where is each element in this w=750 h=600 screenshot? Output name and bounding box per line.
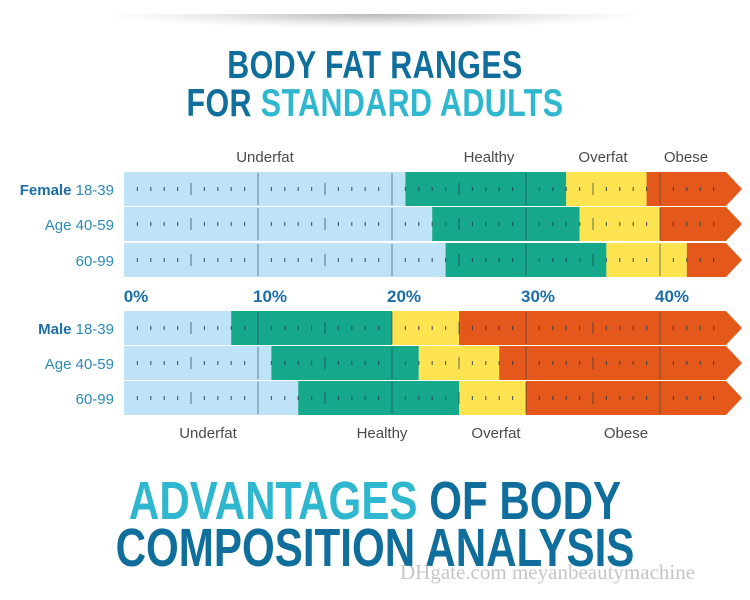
x-tick-label: 30%	[521, 287, 555, 306]
x-tick-label: 0%	[124, 287, 149, 306]
top-shadow	[110, 14, 640, 28]
row-age-label: 60-99	[76, 391, 114, 408]
chart-title-line-2: FOR STANDARD ADULTS	[83, 82, 668, 126]
row-age-label: Age 40-59	[45, 356, 114, 373]
obese-segment	[660, 207, 742, 241]
bottom-category-label: Healthy	[357, 425, 408, 442]
title-highlight: STANDARD ADULTS	[260, 82, 564, 125]
watermark: DHgate.com meyanbeautymachine	[400, 560, 696, 584]
x-tick-label: 40%	[655, 287, 689, 306]
row-label: Female 18-39	[20, 182, 114, 199]
underfat-segment	[124, 346, 272, 380]
x-tick-label: 10%	[253, 287, 287, 306]
underfat-segment	[124, 381, 299, 415]
row-age-label: Age 40-59	[45, 217, 114, 234]
body-fat-chart: Underfat Healthy Overfat Obese Female 18-39 A…	[20, 149, 742, 442]
advantages-heading-line-2: COMPOSITION ANALYSIS	[115, 518, 635, 578]
underfat-segment	[124, 172, 406, 206]
obese-segment	[459, 311, 742, 345]
bottom-category-label: Overfat	[471, 425, 521, 442]
top-category-label: Healthy	[464, 149, 515, 166]
row-label: Male 18-39	[38, 321, 114, 338]
bottom-category-label: Underfat	[179, 425, 237, 442]
row-age-label: 60-99	[76, 253, 114, 270]
row-group-label: Female	[20, 182, 76, 199]
obese-segment	[526, 381, 742, 415]
chart-title-line-1: BODY FAT RANGES	[227, 44, 523, 87]
advantages-rest: OF BODY	[417, 471, 622, 531]
advantages-heading-line-1: ADVANTAGES OF BODY	[83, 470, 668, 532]
top-category-label: Overfat	[578, 149, 628, 166]
healthy-segment	[271, 346, 419, 380]
obese-segment	[499, 346, 742, 380]
row-age-label: 18-39	[76, 321, 114, 338]
obese-segment	[646, 172, 742, 206]
obese-segment	[686, 243, 742, 277]
healthy-segment	[432, 207, 580, 241]
row-group-label: Male	[38, 321, 76, 338]
bottom-category-label: Obese	[604, 425, 648, 442]
overfat-segment	[392, 311, 459, 345]
advantages-highlight: ADVANTAGES	[128, 471, 418, 531]
overfat-segment	[459, 381, 526, 415]
underfat-segment	[124, 207, 433, 241]
top-category-label: Underfat	[236, 149, 294, 166]
x-tick-label: 20%	[387, 287, 421, 306]
row-age-label: 18-39	[76, 182, 114, 199]
top-category-label: Obese	[664, 149, 708, 166]
title-prefix: FOR	[186, 82, 261, 125]
